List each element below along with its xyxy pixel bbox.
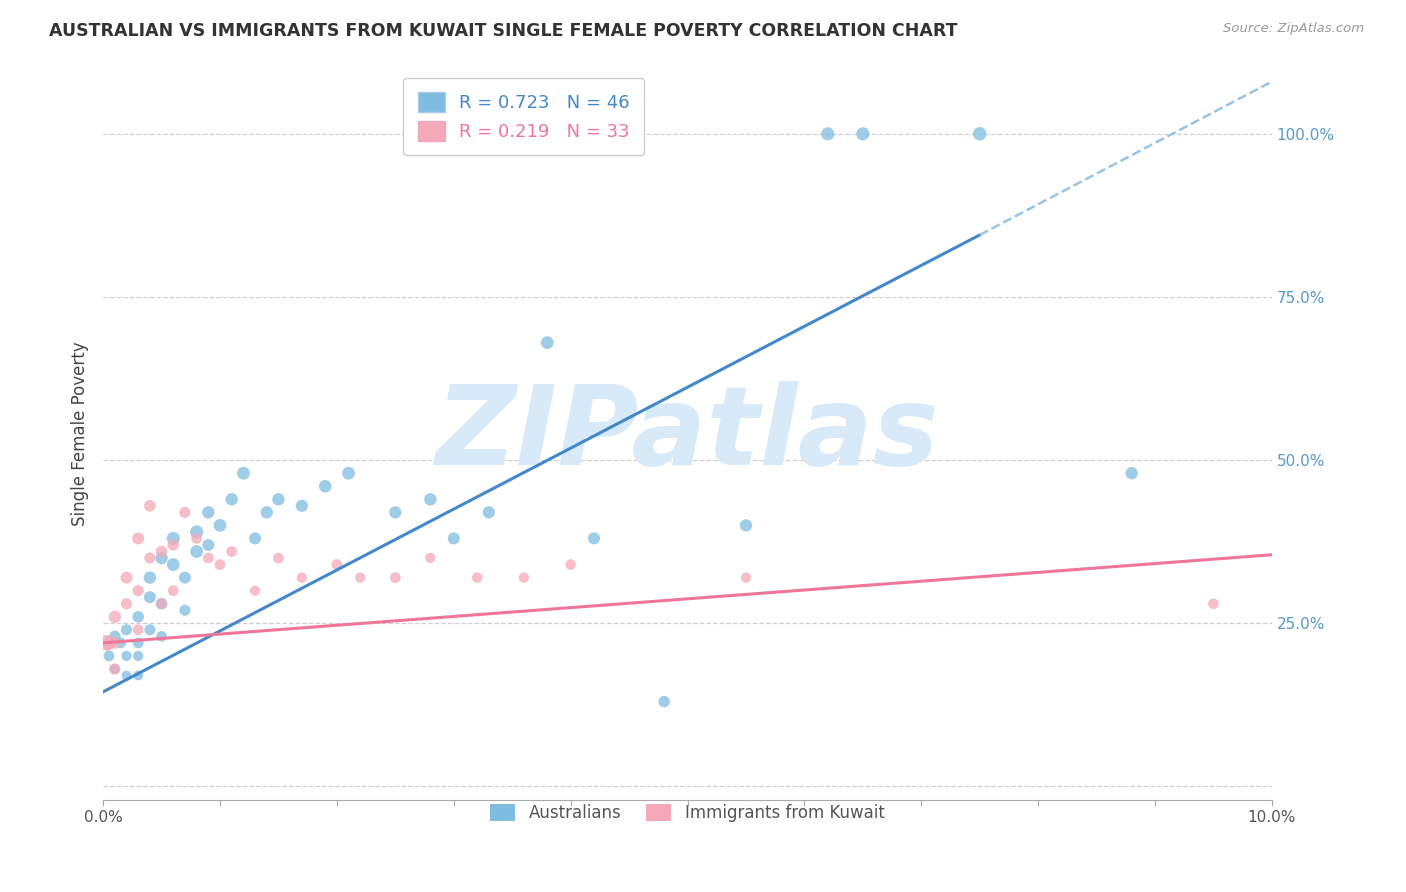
Point	[127, 583, 149, 598]
Point	[186, 524, 208, 539]
Text: ZIPatlas: ZIPatlas	[436, 381, 939, 488]
Point	[110, 636, 132, 650]
Point	[162, 538, 184, 552]
Text: Source: ZipAtlas.com: Source: ZipAtlas.com	[1223, 22, 1364, 36]
Point	[174, 571, 197, 585]
Point	[419, 551, 441, 566]
Point	[208, 518, 231, 533]
Point	[243, 532, 266, 546]
Point	[127, 532, 149, 546]
Point	[419, 492, 441, 507]
Point	[384, 505, 406, 519]
Point	[104, 662, 127, 676]
Legend: Australians, Immigrants from Kuwait: Australians, Immigrants from Kuwait	[477, 790, 898, 835]
Point	[139, 499, 162, 513]
Point	[1202, 597, 1225, 611]
Point	[115, 597, 138, 611]
Point	[478, 505, 501, 519]
Point	[127, 636, 149, 650]
Point	[267, 551, 290, 566]
Point	[115, 668, 138, 682]
Point	[98, 636, 121, 650]
Point	[150, 597, 173, 611]
Point	[150, 597, 173, 611]
Point	[197, 538, 219, 552]
Point	[291, 571, 314, 585]
Point	[150, 551, 173, 566]
Point	[139, 623, 162, 637]
Point	[115, 623, 138, 637]
Point	[104, 636, 127, 650]
Point	[256, 505, 278, 519]
Point	[243, 583, 266, 598]
Point	[536, 335, 558, 350]
Point	[150, 544, 173, 558]
Point	[291, 499, 314, 513]
Point	[232, 466, 254, 480]
Point	[186, 532, 208, 546]
Point	[337, 466, 360, 480]
Point	[115, 571, 138, 585]
Point	[208, 558, 231, 572]
Point	[349, 571, 371, 585]
Point	[174, 505, 197, 519]
Point	[162, 532, 184, 546]
Point	[852, 127, 875, 141]
Point	[197, 505, 219, 519]
Point	[127, 623, 149, 637]
Point	[115, 648, 138, 663]
Point	[127, 668, 149, 682]
Point	[221, 492, 243, 507]
Point	[127, 648, 149, 663]
Y-axis label: Single Female Poverty: Single Female Poverty	[72, 342, 89, 526]
Point	[314, 479, 336, 493]
Point	[735, 571, 758, 585]
Point	[197, 551, 219, 566]
Point	[1121, 466, 1143, 480]
Point	[735, 518, 758, 533]
Point	[150, 629, 173, 643]
Point	[186, 544, 208, 558]
Point	[221, 544, 243, 558]
Text: AUSTRALIAN VS IMMIGRANTS FROM KUWAIT SINGLE FEMALE POVERTY CORRELATION CHART: AUSTRALIAN VS IMMIGRANTS FROM KUWAIT SIN…	[49, 22, 957, 40]
Point	[139, 551, 162, 566]
Point	[104, 629, 127, 643]
Point	[104, 662, 127, 676]
Point	[817, 127, 839, 141]
Point	[162, 558, 184, 572]
Point	[326, 558, 349, 572]
Point	[443, 532, 465, 546]
Point	[104, 609, 127, 624]
Point	[139, 590, 162, 604]
Point	[96, 636, 118, 650]
Point	[174, 603, 197, 617]
Point	[582, 532, 605, 546]
Point	[969, 127, 991, 141]
Point	[652, 695, 675, 709]
Point	[560, 558, 582, 572]
Point	[162, 583, 184, 598]
Point	[465, 571, 488, 585]
Point	[513, 571, 536, 585]
Point	[384, 571, 406, 585]
Point	[139, 571, 162, 585]
Point	[98, 648, 121, 663]
Point	[267, 492, 290, 507]
Point	[127, 609, 149, 624]
